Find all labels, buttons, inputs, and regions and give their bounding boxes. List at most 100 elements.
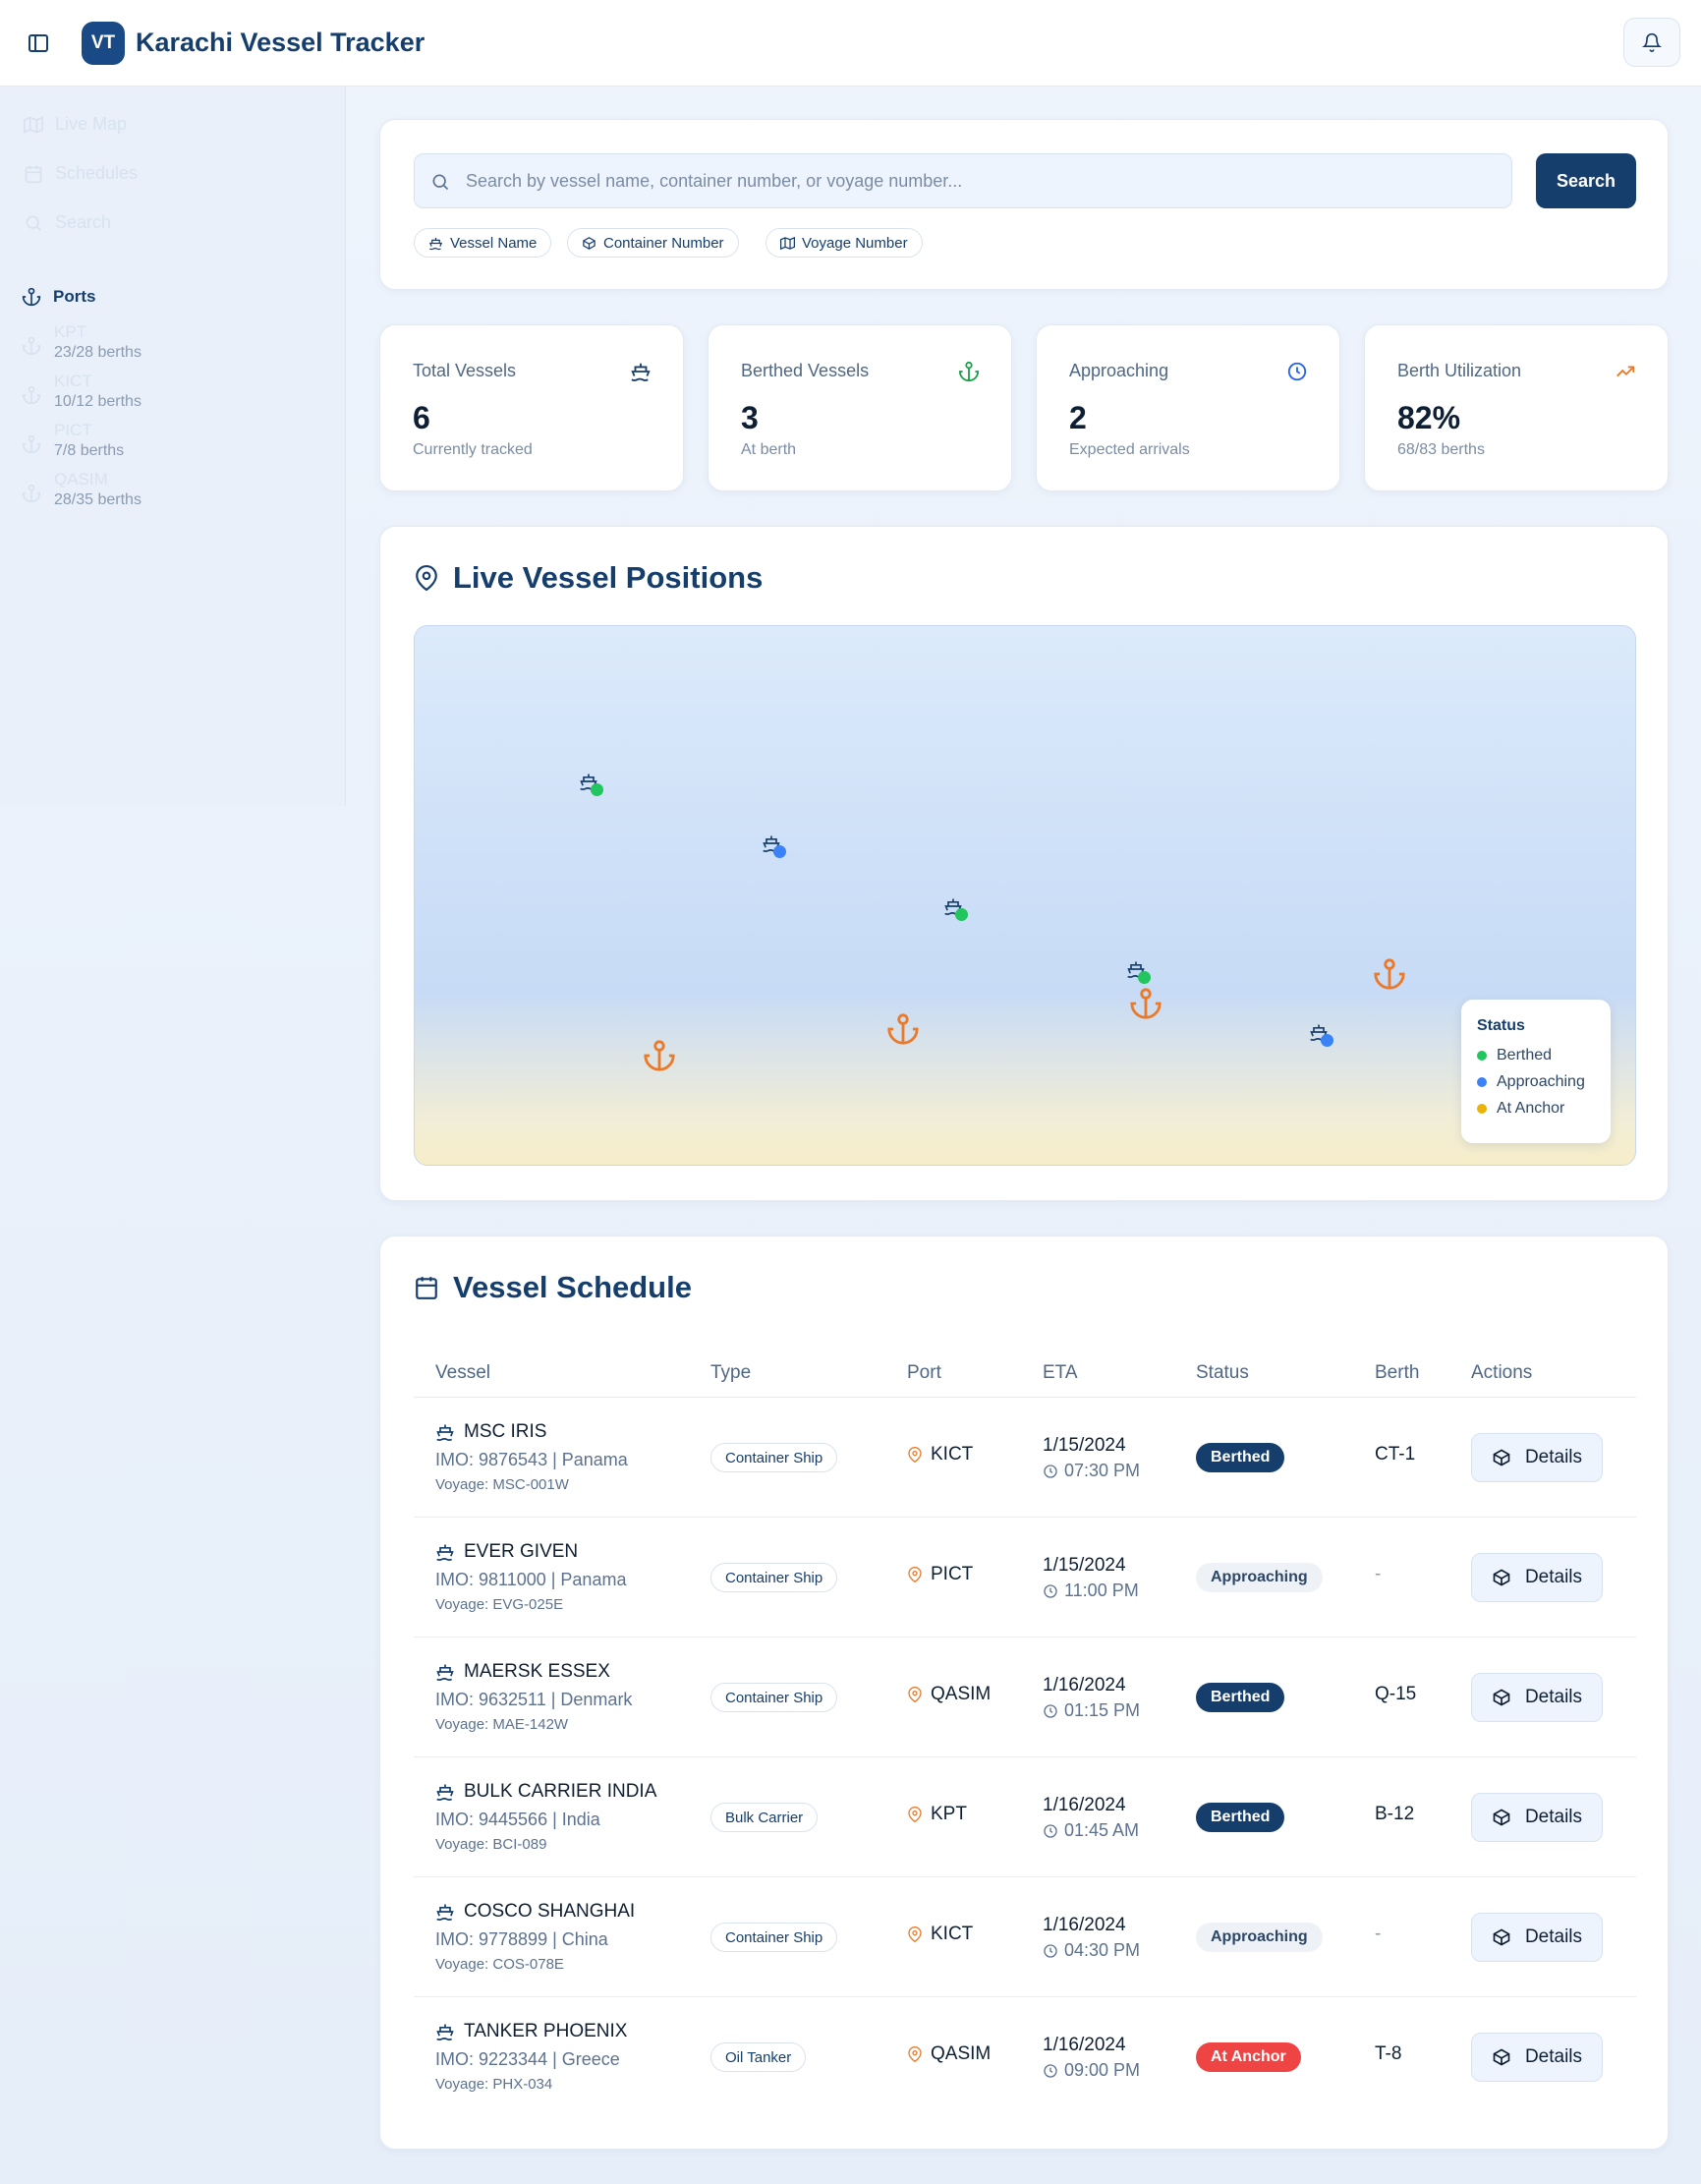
vessel-marker-bulk-carrier-india[interactable]: [1126, 959, 1154, 987]
sidebar-item-schedules[interactable]: Schedules: [24, 163, 138, 184]
calendar-icon: [416, 1277, 437, 1299]
status-dot-berthed: [955, 908, 968, 921]
eta-date: 1/15/2024: [1043, 1555, 1126, 1576]
details-button[interactable]: Details: [1471, 1433, 1603, 1482]
vessel-voyage: Voyage: EVG-025E: [435, 1596, 564, 1613]
vessel-marker-msc-iris[interactable]: [579, 772, 606, 799]
map-pin-icon: [908, 1807, 922, 1822]
map-icon: [24, 115, 43, 134]
vessel-name: COSCO SHANGHAI: [435, 1901, 635, 1923]
package-icon: [583, 236, 595, 250]
sidebar-item-label: Schedules: [55, 163, 139, 183]
eta-date: 1/16/2024: [1043, 1675, 1126, 1695]
search-card: Search Vessel Name Container Number Voya…: [379, 119, 1669, 290]
port-name: KPT: [54, 322, 87, 341]
ship-icon: [436, 1784, 454, 1801]
berth-value: -: [1375, 1924, 1382, 1944]
stat-label: Total Vessels: [413, 361, 517, 380]
vessel-type-badge: Container Ship: [710, 1563, 838, 1592]
stat-subtext: 68/83 berths: [1397, 441, 1485, 458]
legend-dot: [1477, 1051, 1487, 1061]
vessel-imo: IMO: 9445566 | India: [435, 1810, 600, 1829]
port-name: KICT: [54, 372, 92, 390]
ship-icon: [436, 1904, 454, 1921]
search-input[interactable]: [466, 154, 1498, 207]
legend-dot: [1477, 1104, 1487, 1114]
status-badge: At Anchor: [1196, 2042, 1301, 2072]
package-icon: [1493, 2048, 1510, 2066]
map-pin-icon: [908, 1447, 922, 1463]
ship-icon: [436, 2024, 454, 2040]
vessel-imo: IMO: 9632511 | Denmark: [435, 1690, 633, 1709]
stat-label: Berth Utilization: [1397, 361, 1522, 380]
anchor-icon: [22, 336, 41, 356]
details-button[interactable]: Details: [1471, 1553, 1603, 1602]
vessel-marker-cosco-shanghai[interactable]: [1309, 1022, 1336, 1050]
stat-label: Approaching: [1069, 361, 1169, 380]
vessel-name: TANKER PHOENIX: [435, 2021, 627, 2042]
ship-icon: [631, 363, 651, 381]
eta-time: 11:00 PM: [1043, 1581, 1139, 1601]
port-anchor-qasim-icon[interactable]: [1373, 957, 1406, 991]
eta-time: 04:30 PM: [1043, 1940, 1140, 1961]
sidebar-item-search[interactable]: Search: [24, 212, 111, 233]
clock-icon: [1044, 2063, 1057, 2078]
eta-date: 1/16/2024: [1043, 1795, 1126, 1815]
ship-icon: [436, 1544, 454, 1561]
ship-icon: [436, 1664, 454, 1681]
vessel-port: QASIM: [907, 1684, 991, 1705]
sidebar-port-qasim[interactable]: QASIM 28/35 berths: [22, 470, 316, 515]
vessel-marker-maersk-essex[interactable]: [943, 896, 971, 924]
search-button[interactable]: Search: [1536, 153, 1636, 208]
column-header-port: Port: [907, 1362, 941, 1383]
port-anchor-kict-icon[interactable]: [886, 1012, 920, 1046]
sidebar-port-kpt[interactable]: KPT 23/28 berths: [22, 322, 316, 368]
details-button[interactable]: Details: [1471, 1673, 1603, 1722]
vessel-type-badge: Container Ship: [710, 1923, 838, 1952]
package-icon: [1493, 1569, 1510, 1586]
clock-icon: [1044, 1943, 1057, 1958]
table-header: Vessel Type Port ETA Status Berth Action…: [414, 1343, 1636, 1398]
sidebar-item-label: Search: [55, 212, 112, 232]
package-icon: [1493, 1449, 1510, 1466]
table-row: MAERSK ESSEX IMO: 9632511 | Denmark Voya…: [414, 1638, 1636, 1757]
vessel-map[interactable]: Status Berthed Approaching At Anchor: [414, 625, 1636, 1166]
legend-title: Status: [1477, 1017, 1525, 1034]
details-button[interactable]: Details: [1471, 1913, 1603, 1962]
column-header-eta: ETA: [1043, 1362, 1078, 1383]
vessel-voyage: Voyage: COS-078E: [435, 1956, 564, 1973]
vessel-voyage: Voyage: MAE-142W: [435, 1716, 569, 1733]
map-pin-icon: [908, 2046, 922, 2062]
vessel-marker-ever-given[interactable]: [762, 833, 789, 861]
port-anchor-kpt-icon[interactable]: [643, 1039, 676, 1072]
vessel-port: KPT: [907, 1804, 967, 1825]
map-pin-icon: [908, 1926, 922, 1942]
table-row: EVER GIVEN IMO: 9811000 | Panama Voyage:…: [414, 1518, 1636, 1638]
stat-card-berth-utilization: Berth Utilization 82% 68/83 berths: [1364, 324, 1669, 491]
app-logo: VT: [82, 22, 125, 65]
notifications-button[interactable]: [1623, 18, 1680, 67]
vessel-type-badge: Oil Tanker: [710, 2042, 807, 2072]
eta-date: 1/15/2024: [1043, 1435, 1126, 1456]
filter-chip-vessel-name[interactable]: Vessel Name: [414, 228, 552, 258]
stat-subtext: Expected arrivals: [1069, 441, 1190, 458]
sidebar-port-kict[interactable]: KICT 10/12 berths: [22, 372, 316, 417]
anchor-icon: [958, 361, 980, 382]
eta-date: 1/16/2024: [1043, 1915, 1126, 1935]
stat-value: 82%: [1397, 400, 1461, 435]
package-icon: [1493, 1689, 1510, 1706]
sidebar-item-live-map[interactable]: Live Map: [24, 114, 127, 135]
vessel-imo: IMO: 9778899 | China: [435, 1929, 608, 1949]
port-name: PICT: [54, 421, 92, 439]
sidebar-toggle-icon[interactable]: [26, 31, 51, 55]
sidebar-port-pict[interactable]: PICT 7/8 berths: [22, 421, 316, 466]
filter-chip-container-number[interactable]: Container Number: [567, 228, 739, 258]
filter-chip-voyage-number[interactable]: Voyage Number: [765, 228, 923, 258]
details-button[interactable]: Details: [1471, 2033, 1603, 2082]
details-button[interactable]: Details: [1471, 1793, 1603, 1842]
port-anchor-pict-icon[interactable]: [1129, 987, 1162, 1020]
stat-card-berthed-vessels: Berthed Vessels 3 At berth: [708, 324, 1012, 491]
status-dot-berthed: [1138, 971, 1151, 984]
column-header-berth: Berth: [1375, 1362, 1420, 1383]
stat-label: Berthed Vessels: [741, 361, 870, 380]
